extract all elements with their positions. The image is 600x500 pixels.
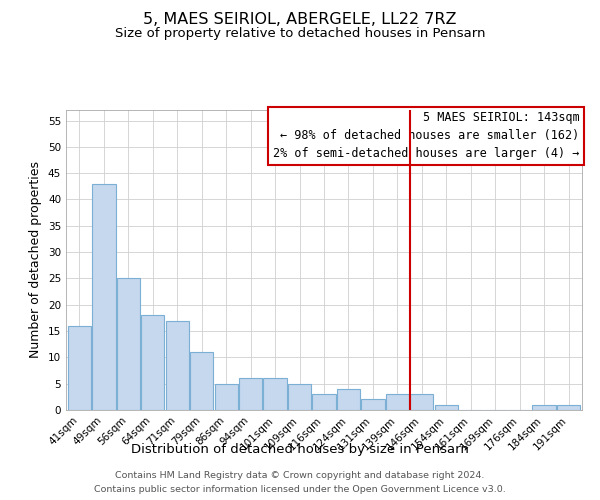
Bar [288, 384, 311, 410]
Text: Size of property relative to detached houses in Pensarn: Size of property relative to detached ho… [115, 28, 485, 40]
Bar [239, 378, 262, 410]
Bar [117, 278, 140, 410]
Bar [410, 394, 433, 410]
Bar [166, 320, 189, 410]
Bar [92, 184, 116, 410]
Bar [337, 389, 360, 410]
Bar [386, 394, 409, 410]
Bar [215, 384, 238, 410]
Y-axis label: Number of detached properties: Number of detached properties [29, 162, 43, 358]
Text: 5, MAES SEIRIOL, ABERGELE, LL22 7RZ: 5, MAES SEIRIOL, ABERGELE, LL22 7RZ [143, 12, 457, 28]
Text: Contains public sector information licensed under the Open Government Licence v3: Contains public sector information licen… [94, 485, 506, 494]
Bar [434, 404, 458, 410]
Bar [263, 378, 287, 410]
Text: Contains HM Land Registry data © Crown copyright and database right 2024.: Contains HM Land Registry data © Crown c… [115, 471, 485, 480]
Text: Distribution of detached houses by size in Pensarn: Distribution of detached houses by size … [131, 442, 469, 456]
Bar [361, 400, 385, 410]
Bar [557, 404, 580, 410]
Bar [313, 394, 335, 410]
Text: 5 MAES SEIRIOL: 143sqm
← 98% of detached houses are smaller (162)
2% of semi-det: 5 MAES SEIRIOL: 143sqm ← 98% of detached… [273, 112, 580, 160]
Bar [532, 404, 556, 410]
Bar [190, 352, 214, 410]
Bar [141, 316, 164, 410]
Bar [68, 326, 91, 410]
